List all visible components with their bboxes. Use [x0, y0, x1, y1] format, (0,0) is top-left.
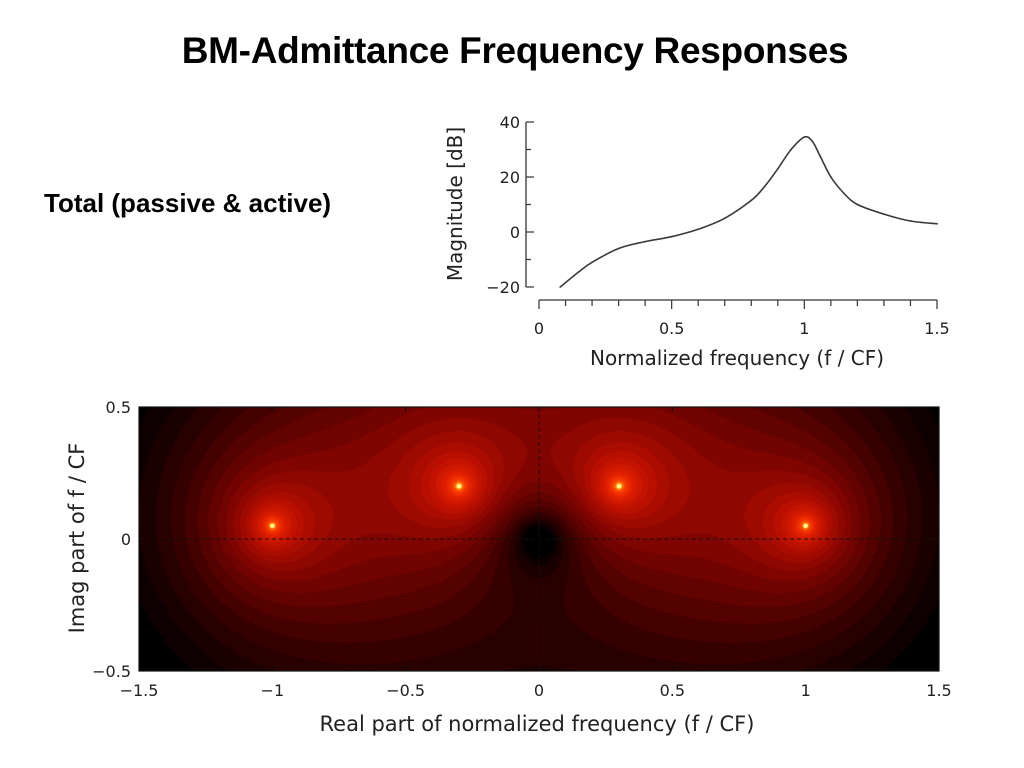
magnitude-data-point [819, 155, 822, 158]
magnitude-data-point [644, 240, 647, 243]
magnitude-data-point [750, 199, 753, 202]
magnitude-x-tick-label: 1.5 [924, 319, 949, 338]
magnitude-data-point [763, 185, 766, 188]
magnitude-data-point [909, 220, 912, 222]
slide-title: BM-Admittance Frequency Responses [181, 30, 849, 71]
magnitude-y-tick-label: 40 [500, 113, 520, 132]
magnitude-axes: 40 20 0 −20 0 0.5 1 1.5 [486, 113, 949, 338]
magnitude-data-point [829, 176, 832, 178]
magnitude-data-point [697, 228, 700, 231]
magnitude-y-tick-label: 0 [510, 223, 520, 242]
magnitude-x-tick-label: 0.5 [659, 319, 684, 338]
magnitude-data-point [670, 235, 673, 238]
magnitude-data-point [803, 136, 806, 139]
magnitude-data-point [856, 203, 859, 206]
magnitude-y-axis-label: Magnitude [dB] [443, 127, 467, 281]
magnitude-x-axis-label: Normalized frequency (f / CF) [590, 346, 884, 370]
magnitude-y-tick-label: 20 [500, 168, 520, 187]
magnitude-data-point [559, 286, 562, 288]
magnitude-data-point [591, 261, 593, 264]
magnitude-data-point [843, 192, 846, 195]
magnitude-series [559, 135, 938, 288]
slide-subtitle: Total (passive & active) [44, 188, 332, 218]
magnitude-data-point [883, 213, 885, 216]
magnitude-data-point [936, 222, 938, 225]
admittance-heatmap [139, 407, 939, 671]
magnitude-series-line [559, 135, 938, 288]
magnitude-x-tick-label: 1 [799, 319, 809, 338]
magnitude-data-point [723, 217, 726, 220]
magnitude-y-tick-label: −20 [486, 278, 520, 297]
magnitude-data-point [577, 270, 580, 273]
magnitude-data-point [617, 247, 620, 250]
magnitude-data-point [790, 148, 792, 151]
magnitude-data-point [776, 167, 779, 170]
magnitude-data-point [811, 140, 814, 143]
magnitude-x-tick-label: 0 [534, 319, 544, 338]
